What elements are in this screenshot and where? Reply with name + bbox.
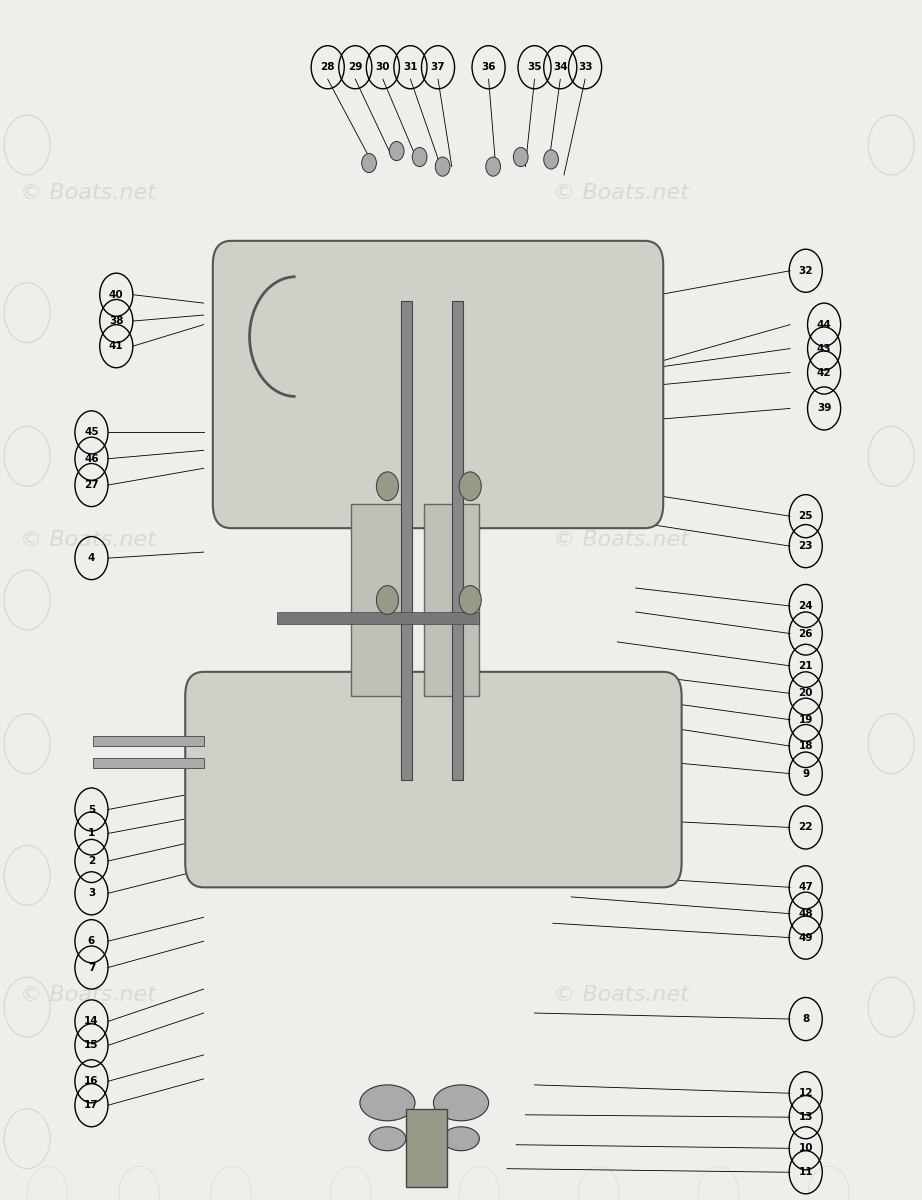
Bar (424, 504, 479, 696)
Text: 20: 20 (798, 689, 813, 698)
Text: 3: 3 (88, 888, 95, 899)
Text: 29: 29 (349, 62, 362, 72)
Text: © Boats.net: © Boats.net (553, 985, 689, 1006)
Text: 12: 12 (798, 1088, 813, 1098)
Text: 2: 2 (88, 856, 95, 866)
Text: 19: 19 (798, 715, 813, 725)
Text: 5: 5 (88, 804, 95, 815)
Text: 13: 13 (798, 1112, 813, 1122)
Bar (278, 612, 479, 624)
Circle shape (412, 148, 427, 167)
Text: 22: 22 (798, 822, 813, 833)
Text: 41: 41 (109, 341, 124, 352)
Text: 36: 36 (481, 62, 496, 72)
Text: 39: 39 (817, 403, 832, 414)
Text: 44: 44 (817, 319, 832, 330)
Circle shape (361, 154, 376, 173)
Ellipse shape (360, 1085, 415, 1121)
Text: 25: 25 (798, 511, 813, 521)
Text: 28: 28 (321, 62, 335, 72)
Circle shape (486, 157, 501, 176)
Text: 42: 42 (817, 367, 832, 378)
Text: 6: 6 (88, 936, 95, 947)
Text: 27: 27 (84, 480, 99, 490)
Text: 26: 26 (798, 629, 813, 638)
Text: 30: 30 (375, 62, 390, 72)
Bar (93, 758, 204, 768)
Text: 32: 32 (798, 265, 813, 276)
Text: 8: 8 (802, 1014, 810, 1024)
Text: 17: 17 (84, 1100, 99, 1110)
FancyBboxPatch shape (185, 672, 681, 887)
Text: 23: 23 (798, 541, 813, 551)
Ellipse shape (443, 1127, 479, 1151)
Text: © Boats.net: © Boats.net (553, 530, 689, 550)
Text: © Boats.net: © Boats.net (19, 985, 156, 1006)
Circle shape (376, 586, 398, 614)
Text: 11: 11 (798, 1168, 813, 1177)
Text: © Boats.net: © Boats.net (19, 182, 156, 203)
Circle shape (376, 472, 398, 500)
Text: 24: 24 (798, 601, 813, 611)
Circle shape (544, 150, 559, 169)
FancyBboxPatch shape (213, 241, 663, 528)
Circle shape (514, 148, 528, 167)
Text: 31: 31 (403, 62, 418, 72)
Text: 14: 14 (84, 1016, 99, 1026)
Text: 45: 45 (84, 427, 99, 437)
Bar (401, 301, 412, 780)
Text: 18: 18 (798, 742, 813, 751)
Text: 43: 43 (817, 343, 832, 354)
Text: 34: 34 (553, 62, 568, 72)
Text: 37: 37 (431, 62, 445, 72)
Text: 16: 16 (84, 1076, 99, 1086)
Text: 21: 21 (798, 661, 813, 671)
Text: 15: 15 (84, 1040, 99, 1050)
Bar (406, 1109, 447, 1187)
Ellipse shape (369, 1127, 406, 1151)
Text: 47: 47 (798, 882, 813, 893)
Ellipse shape (433, 1085, 489, 1121)
Text: 7: 7 (88, 962, 95, 972)
Text: © Boats.net: © Boats.net (553, 182, 689, 203)
Text: 33: 33 (578, 62, 592, 72)
Text: 46: 46 (84, 454, 99, 463)
Bar (93, 737, 204, 746)
Text: 10: 10 (798, 1144, 813, 1153)
Text: 40: 40 (109, 289, 124, 300)
Circle shape (389, 142, 404, 161)
Bar (452, 301, 463, 780)
Text: 38: 38 (109, 316, 124, 326)
Text: 49: 49 (798, 932, 813, 943)
Text: 1: 1 (88, 828, 95, 839)
Text: 9: 9 (802, 768, 810, 779)
Text: © Boats.net: © Boats.net (19, 530, 156, 550)
Circle shape (459, 586, 481, 614)
Circle shape (459, 472, 481, 500)
Text: 48: 48 (798, 908, 813, 919)
Text: 35: 35 (527, 62, 542, 72)
Text: 4: 4 (88, 553, 95, 563)
Circle shape (435, 157, 450, 176)
Bar (350, 504, 406, 696)
